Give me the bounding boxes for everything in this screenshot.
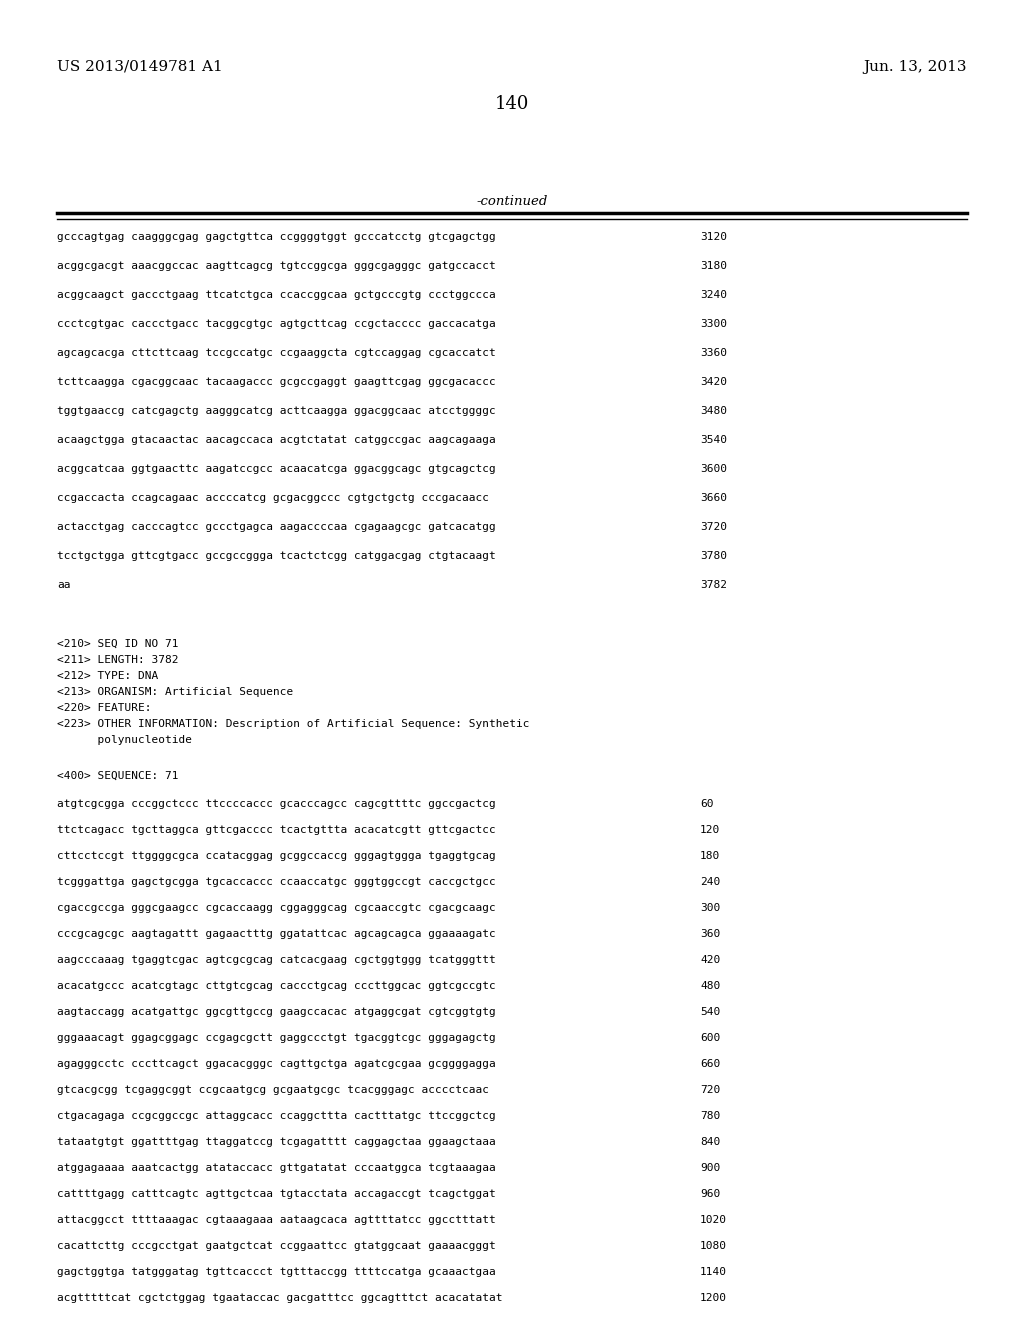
Text: agcagcacga cttcttcaag tccgccatgc ccgaaggcta cgtccaggag cgcaccatct: agcagcacga cttcttcaag tccgccatgc ccgaagg… — [57, 348, 496, 358]
Text: <220> FEATURE:: <220> FEATURE: — [57, 704, 152, 713]
Text: 360: 360 — [700, 929, 720, 939]
Text: 3780: 3780 — [700, 550, 727, 561]
Text: aagcccaaag tgaggtcgac agtcgcgcag catcacgaag cgctggtggg tcatgggttt: aagcccaaag tgaggtcgac agtcgcgcag catcacg… — [57, 954, 496, 965]
Text: gagctggtga tatgggatag tgttcaccct tgtttaccgg ttttccatga gcaaactgaa: gagctggtga tatgggatag tgttcaccct tgtttac… — [57, 1267, 496, 1276]
Text: acgtttttcat cgctctggag tgaataccac gacgatttcc ggcagtttct acacatatat: acgtttttcat cgctctggag tgaataccac gacgat… — [57, 1294, 503, 1303]
Text: 1200: 1200 — [700, 1294, 727, 1303]
Text: 240: 240 — [700, 876, 720, 887]
Text: 60: 60 — [700, 799, 714, 809]
Text: 1140: 1140 — [700, 1267, 727, 1276]
Text: gcccagtgag caagggcgag gagctgttca ccggggtggt gcccatcctg gtcgagctgg: gcccagtgag caagggcgag gagctgttca ccggggt… — [57, 232, 496, 242]
Text: tggtgaaccg catcgagctg aagggcatcg acttcaagga ggacggcaac atcctggggc: tggtgaaccg catcgagctg aagggcatcg acttcaa… — [57, 407, 496, 416]
Text: polynucleotide: polynucleotide — [57, 735, 193, 744]
Text: ctgacagaga ccgcggccgc attaggcacc ccaggcttta cactttatgc ttccggctcg: ctgacagaga ccgcggccgc attaggcacc ccaggct… — [57, 1111, 496, 1121]
Text: 3420: 3420 — [700, 378, 727, 387]
Text: attacggcct ttttaaagac cgtaaagaaa aataagcaca agttttatcc ggcctttatt: attacggcct ttttaaagac cgtaaagaaa aataagc… — [57, 1214, 496, 1225]
Text: <212> TYPE: DNA: <212> TYPE: DNA — [57, 671, 159, 681]
Text: 120: 120 — [700, 825, 720, 836]
Text: gtcacgcgg tcgaggcggt ccgcaatgcg gcgaatgcgc tcacgggagc acccctcaac: gtcacgcgg tcgaggcggt ccgcaatgcg gcgaatgc… — [57, 1085, 489, 1096]
Text: 840: 840 — [700, 1137, 720, 1147]
Text: 3600: 3600 — [700, 465, 727, 474]
Text: <211> LENGTH: 3782: <211> LENGTH: 3782 — [57, 655, 178, 665]
Text: cccgcagcgc aagtagattt gagaactttg ggatattcac agcagcagca ggaaaagatc: cccgcagcgc aagtagattt gagaactttg ggatatt… — [57, 929, 496, 939]
Text: 3240: 3240 — [700, 290, 727, 300]
Text: cgaccgccga gggcgaagcc cgcaccaagg cggagggcag cgcaaccgtc cgacgcaagc: cgaccgccga gggcgaagcc cgcaccaagg cggaggg… — [57, 903, 496, 913]
Text: cacattcttg cccgcctgat gaatgctcat ccggaattcc gtatggcaat gaaaacgggt: cacattcttg cccgcctgat gaatgctcat ccggaat… — [57, 1241, 496, 1251]
Text: aa: aa — [57, 579, 71, 590]
Text: acggcaagct gaccctgaag ttcatctgca ccaccggcaa gctgcccgtg ccctggccca: acggcaagct gaccctgaag ttcatctgca ccaccgg… — [57, 290, 496, 300]
Text: Jun. 13, 2013: Jun. 13, 2013 — [863, 59, 967, 74]
Text: 180: 180 — [700, 851, 720, 861]
Text: US 2013/0149781 A1: US 2013/0149781 A1 — [57, 59, 223, 74]
Text: acaagctgga gtacaactac aacagccaca acgtctatat catggccgac aagcagaaga: acaagctgga gtacaactac aacagccaca acgtcta… — [57, 436, 496, 445]
Text: 1020: 1020 — [700, 1214, 727, 1225]
Text: tcttcaagga cgacggcaac tacaagaccc gcgccgaggt gaagttcgag ggcgacaccc: tcttcaagga cgacggcaac tacaagaccc gcgccga… — [57, 378, 496, 387]
Text: 140: 140 — [495, 95, 529, 114]
Text: acacatgccc acatcgtagc cttgtcgcag caccctgcag cccttggcac ggtcgccgtc: acacatgccc acatcgtagc cttgtcgcag caccctg… — [57, 981, 496, 991]
Text: <223> OTHER INFORMATION: Description of Artificial Sequence: Synthetic: <223> OTHER INFORMATION: Description of … — [57, 719, 529, 729]
Text: 1080: 1080 — [700, 1241, 727, 1251]
Text: tcgggattga gagctgcgga tgcaccaccc ccaaccatgc gggtggccgt caccgctgcc: tcgggattga gagctgcgga tgcaccaccc ccaacca… — [57, 876, 496, 887]
Text: gggaaacagt ggagcggagc ccgagcgctt gaggccctgt tgacggtcgc gggagagctg: gggaaacagt ggagcggagc ccgagcgctt gaggccc… — [57, 1034, 496, 1043]
Text: ccgaccacta ccagcagaac accccatcg gcgacggccc cgtgctgctg cccgacaacc: ccgaccacta ccagcagaac accccatcg gcgacggc… — [57, 492, 489, 503]
Text: 3720: 3720 — [700, 521, 727, 532]
Text: 780: 780 — [700, 1111, 720, 1121]
Text: atggagaaaa aaatcactgg atataccacc gttgatatat cccaatggca tcgtaaagaa: atggagaaaa aaatcactgg atataccacc gttgata… — [57, 1163, 496, 1173]
Text: tcctgctgga gttcgtgacc gccgccggga tcactctcgg catggacgag ctgtacaagt: tcctgctgga gttcgtgacc gccgccggga tcactct… — [57, 550, 496, 561]
Text: 3120: 3120 — [700, 232, 727, 242]
Text: agagggcctc cccttcagct ggacacgggc cagttgctga agatcgcgaa gcggggagga: agagggcctc cccttcagct ggacacgggc cagttgc… — [57, 1059, 496, 1069]
Text: actacctgag cacccagtcc gccctgagca aagaccccaa cgagaagcgc gatcacatgg: actacctgag cacccagtcc gccctgagca aagaccc… — [57, 521, 496, 532]
Text: cttcctccgt ttggggcgca ccatacggag gcggccaccg gggagtggga tgaggtgcag: cttcctccgt ttggggcgca ccatacggag gcggcca… — [57, 851, 496, 861]
Text: 3360: 3360 — [700, 348, 727, 358]
Text: 480: 480 — [700, 981, 720, 991]
Text: 3540: 3540 — [700, 436, 727, 445]
Text: 3660: 3660 — [700, 492, 727, 503]
Text: acggcatcaa ggtgaacttc aagatccgcc acaacatcga ggacggcagc gtgcagctcg: acggcatcaa ggtgaacttc aagatccgcc acaacat… — [57, 465, 496, 474]
Text: 540: 540 — [700, 1007, 720, 1016]
Text: atgtcgcgga cccggctccc ttccccaccc gcacccagcc cagcgttttc ggccgactcg: atgtcgcgga cccggctccc ttccccaccc gcaccca… — [57, 799, 496, 809]
Text: 3180: 3180 — [700, 261, 727, 271]
Text: 960: 960 — [700, 1189, 720, 1199]
Text: ttctcagacc tgcttaggca gttcgacccc tcactgttta acacatcgtt gttcgactcc: ttctcagacc tgcttaggca gttcgacccc tcactgt… — [57, 825, 496, 836]
Text: 720: 720 — [700, 1085, 720, 1096]
Text: cattttgagg catttcagtc agttgctcaa tgtacctata accagaccgt tcagctggat: cattttgagg catttcagtc agttgctcaa tgtacct… — [57, 1189, 496, 1199]
Text: acggcgacgt aaacggccac aagttcagcg tgtccggcga gggcgagggc gatgccacct: acggcgacgt aaacggccac aagttcagcg tgtccgg… — [57, 261, 496, 271]
Text: <213> ORGANISM: Artificial Sequence: <213> ORGANISM: Artificial Sequence — [57, 686, 293, 697]
Text: 300: 300 — [700, 903, 720, 913]
Text: 3782: 3782 — [700, 579, 727, 590]
Text: 660: 660 — [700, 1059, 720, 1069]
Text: 900: 900 — [700, 1163, 720, 1173]
Text: aagtaccagg acatgattgc ggcgttgccg gaagccacac atgaggcgat cgtcggtgtg: aagtaccagg acatgattgc ggcgttgccg gaagcca… — [57, 1007, 496, 1016]
Text: <210> SEQ ID NO 71: <210> SEQ ID NO 71 — [57, 639, 178, 649]
Text: 3300: 3300 — [700, 319, 727, 329]
Text: 3480: 3480 — [700, 407, 727, 416]
Text: <400> SEQUENCE: 71: <400> SEQUENCE: 71 — [57, 771, 178, 781]
Text: ccctcgtgac caccctgacc tacggcgtgc agtgcttcag ccgctacccc gaccacatga: ccctcgtgac caccctgacc tacggcgtgc agtgctt… — [57, 319, 496, 329]
Text: -continued: -continued — [476, 195, 548, 209]
Text: 420: 420 — [700, 954, 720, 965]
Text: tataatgtgt ggattttgag ttaggatccg tcgagatttt caggagctaa ggaagctaaa: tataatgtgt ggattttgag ttaggatccg tcgagat… — [57, 1137, 496, 1147]
Text: 600: 600 — [700, 1034, 720, 1043]
